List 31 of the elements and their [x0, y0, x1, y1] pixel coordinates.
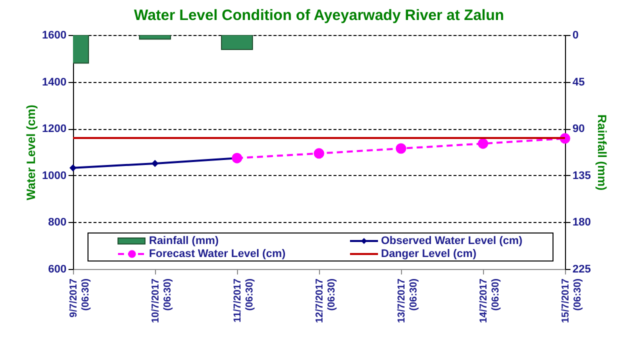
x-tick-label: 12/7/2017 (06:30): [314, 278, 338, 323]
y-tick-label: 1200: [42, 123, 66, 136]
y2-tick-label: 135: [572, 170, 591, 182]
x-tick-label: 9/7/2017 (06:30): [68, 278, 92, 318]
y2-tick-label: 225: [572, 264, 591, 276]
x-tick-label: 14/7/2017 (06:30): [478, 278, 502, 323]
legend-label: Rainfall (mm): [149, 235, 220, 247]
x-tick-label: 10/7/2017 (06:30): [150, 278, 174, 323]
y-tick-label: 600: [48, 264, 66, 276]
point: [314, 148, 324, 159]
y2-tick-label: 45: [572, 76, 585, 88]
point: [396, 143, 406, 154]
point: [478, 138, 488, 149]
y2-tick-label: 180: [572, 216, 591, 229]
point: [69, 164, 77, 172]
y-tick-label: 1000: [42, 170, 66, 182]
x-tick-label: 15/7/2017 (06:30): [560, 278, 584, 323]
point: [151, 160, 159, 167]
y2-tick-label: 0: [572, 30, 579, 42]
y-axis-title: Water Level (cm): [24, 104, 38, 200]
x-tick-label: 11/7/2017 (06:30): [232, 278, 256, 322]
x-tick-label: 13/7/2017 (06:30): [396, 278, 420, 323]
y-tick-label: 800: [48, 216, 66, 229]
chart-title: Water Level Condition of Ayeyarwady River at Zalun: [134, 7, 504, 24]
legend-label: Observed Water Level (cm): [381, 235, 523, 247]
y2-tick-label: 90: [572, 123, 585, 136]
legend-label: Forecast Water Level (cm): [149, 248, 286, 260]
y-tick-label: 1600: [42, 30, 66, 42]
legend-label: Danger Level (cm): [381, 248, 477, 260]
y-tick-label: 1400: [42, 76, 66, 88]
y2-axis-title: Rainfall (mm): [594, 114, 609, 191]
